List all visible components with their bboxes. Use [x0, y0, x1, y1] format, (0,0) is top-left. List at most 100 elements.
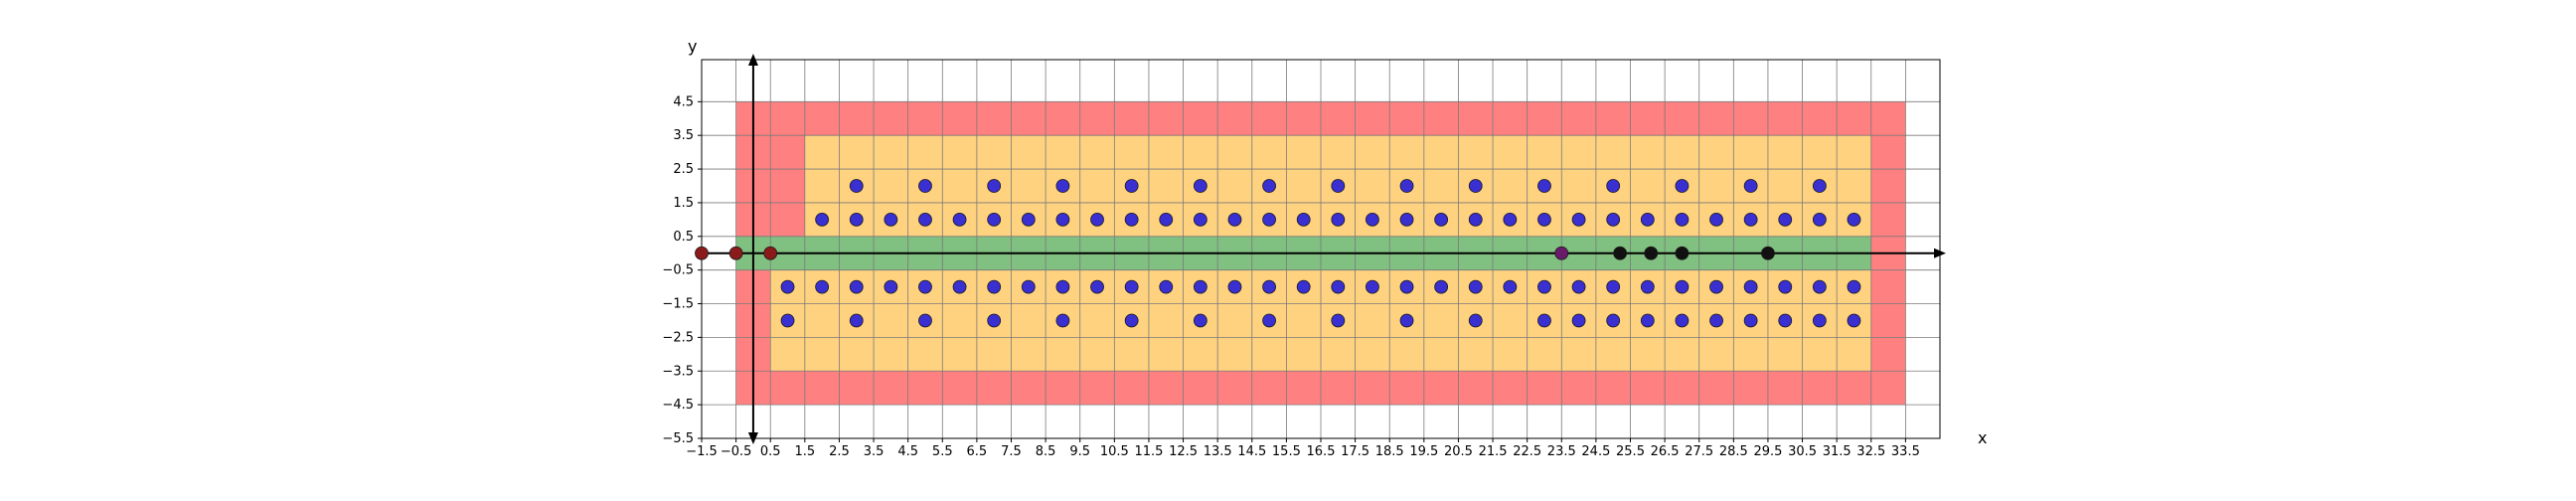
x-tick-label: 4.5	[897, 444, 918, 459]
data-point	[952, 279, 967, 294]
data-point	[1399, 179, 1414, 193]
data-point	[987, 279, 1002, 294]
y-tick-label: 1.5	[673, 196, 694, 211]
data-point	[1399, 212, 1414, 227]
data-point	[918, 313, 932, 328]
x-tick-label: 8.5	[1036, 444, 1056, 459]
data-point	[987, 212, 1002, 227]
data-point	[1640, 279, 1655, 294]
data-point	[1675, 179, 1690, 193]
x-tick-label: 22.5	[1513, 444, 1541, 459]
data-point	[1331, 179, 1346, 193]
data-point	[1644, 246, 1659, 260]
x-tick-label: 1.5	[794, 444, 815, 459]
data-point	[1554, 246, 1569, 260]
data-point	[1434, 279, 1449, 294]
data-point	[1366, 279, 1379, 294]
data-point	[1331, 279, 1346, 294]
x-tick-label: 19.5	[1409, 444, 1438, 459]
x-tick-label: 24.5	[1581, 444, 1610, 459]
points-layer	[695, 179, 1861, 328]
data-point	[1262, 279, 1276, 294]
y-tick-label: 2.5	[673, 162, 694, 177]
data-point	[1743, 179, 1758, 193]
x-tick-label: 28.5	[1719, 444, 1748, 459]
data-point	[1613, 246, 1628, 260]
data-point	[1193, 279, 1208, 294]
x-tick-label: 20.5	[1444, 444, 1473, 459]
data-point	[1055, 279, 1070, 294]
data-point	[1778, 279, 1793, 294]
x-tick-label: 12.5	[1169, 444, 1198, 459]
data-point	[1537, 212, 1551, 227]
y-tick-label: 3.5	[673, 128, 694, 143]
y-tick-label: −0.5	[662, 263, 694, 278]
data-point	[884, 212, 898, 227]
data-point	[1606, 179, 1621, 193]
data-point	[1675, 313, 1690, 328]
data-point	[695, 246, 709, 260]
data-point	[1331, 313, 1346, 328]
x-tick-label: −1.5	[686, 444, 718, 459]
data-point	[1675, 212, 1690, 227]
data-point	[1468, 212, 1483, 227]
data-point	[1366, 212, 1379, 227]
data-point	[1468, 179, 1483, 193]
data-point	[1675, 279, 1690, 294]
x-tick-label: 31.5	[1823, 444, 1852, 459]
data-point	[1159, 279, 1174, 294]
x-tick-label: 29.5	[1753, 444, 1782, 459]
data-point	[1124, 279, 1139, 294]
y-tick-label: −3.5	[662, 364, 694, 379]
data-point	[1640, 313, 1655, 328]
data-point	[884, 279, 898, 294]
data-point	[1812, 212, 1827, 227]
data-point	[1761, 246, 1775, 260]
y-tick-labels: 4.5 3.5 2.5 1.5 0.5 −0.5 −1.5 −2.5 −3.5 −4.5 −5.5	[662, 94, 694, 446]
data-point	[1055, 313, 1070, 328]
x-tick-label: 17.5	[1341, 444, 1369, 459]
y-axis-arrow-down	[747, 432, 758, 444]
y-tick-label: 0.5	[673, 230, 694, 245]
x-tick-label: 30.5	[1788, 444, 1817, 459]
x-tick-label: 2.5	[829, 444, 850, 459]
y-tick-label: 4.5	[673, 94, 694, 109]
data-point	[1571, 279, 1586, 294]
x-axis-label: x	[1978, 428, 1987, 447]
x-tick-label: 5.5	[932, 444, 953, 459]
axes-layer	[702, 54, 1946, 444]
data-point	[1227, 212, 1242, 227]
data-point	[849, 179, 864, 193]
data-point	[918, 212, 932, 227]
x-axis-arrow	[1934, 248, 1946, 258]
data-point	[849, 212, 864, 227]
data-point	[987, 179, 1002, 193]
data-point	[1675, 246, 1690, 260]
data-point	[1262, 179, 1276, 193]
data-point	[1709, 212, 1723, 227]
data-point	[1124, 179, 1139, 193]
data-point	[1743, 279, 1758, 294]
x-tick-label: 6.5	[967, 444, 988, 459]
data-point	[1193, 313, 1208, 328]
data-point	[815, 279, 830, 294]
x-tick-label: 32.5	[1856, 444, 1885, 459]
x-tick-label: 16.5	[1307, 444, 1336, 459]
data-point	[1434, 212, 1449, 227]
data-point	[1571, 212, 1586, 227]
data-point	[1193, 212, 1208, 227]
data-point	[1812, 179, 1827, 193]
data-point	[1640, 212, 1655, 227]
data-point	[1743, 212, 1758, 227]
data-point	[1812, 279, 1827, 294]
x-tick-label: 18.5	[1375, 444, 1404, 459]
data-point	[780, 279, 795, 294]
x-tick-label: 10.5	[1100, 444, 1129, 459]
data-point	[1812, 313, 1827, 328]
data-point	[763, 246, 778, 260]
data-point	[1124, 313, 1139, 328]
data-point	[1331, 212, 1346, 227]
y-tick-label: −2.5	[662, 330, 694, 345]
x-tick-label: 27.5	[1685, 444, 1713, 459]
data-point	[849, 313, 864, 328]
